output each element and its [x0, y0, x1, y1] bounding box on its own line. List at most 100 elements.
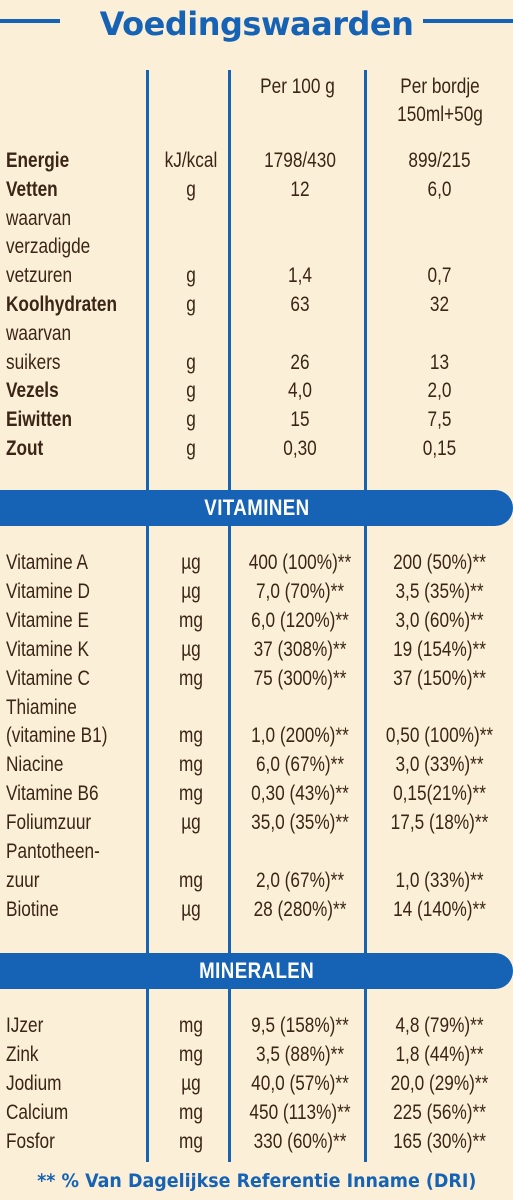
table-row: Vezels g 4,0 2,0	[0, 376, 513, 405]
row-value-per-serving: 32	[429, 293, 450, 316]
row-unit: µg	[181, 551, 201, 574]
table-row: Foliumzuur µg 35,0 (35%)** 17,5 (18%)**	[0, 808, 513, 837]
row-value-per-100g: 26	[290, 350, 310, 374]
row-value-per-100g: 450 (113%)**	[249, 1101, 351, 1124]
table-row: (vitamine B1) mg 1,0 (200%)** 0,50 (100%)**	[0, 721, 513, 750]
table-row: Energie kJ/kcal 1798/430 899/215	[0, 146, 513, 175]
row-unit: g	[186, 437, 196, 460]
row-unit: mg	[179, 608, 203, 632]
table-row: suikers g 26 13	[0, 348, 513, 377]
row-value-per-100g: 2,0 (67%)**	[255, 868, 345, 892]
row-value-per-serving: 1,8 (44%)**	[395, 1043, 484, 1066]
row-value-per-100g: 63	[290, 293, 310, 316]
row-value-per-100g: 400 (100%)**	[248, 551, 352, 574]
row-value-per-serving: 20,0 (29%)**	[390, 1072, 489, 1095]
row-value-per-serving: 3,0 (60%)**	[395, 608, 484, 632]
table-row: Vetten g 12 6,0	[0, 175, 513, 204]
table-row: Vitamine D µg 7,0 (70%)** 3,5 (35%)**	[0, 577, 513, 606]
table-row: Thiamine	[0, 693, 513, 722]
row-value-per-100g: 0,30	[283, 437, 317, 460]
row-value-per-100g: 37 (308%)**	[253, 637, 347, 661]
minerals-heading: MINERALEN	[199, 958, 314, 983]
header-per-serving-line2: 150ml+50g	[397, 103, 483, 126]
row-unit: mg	[179, 1014, 203, 1037]
row-name: IJzer	[6, 1014, 44, 1037]
row-name: Vitamine C	[6, 666, 90, 690]
row-value-per-100g: 1798/430	[264, 149, 336, 172]
row-value-per-100g: 3,5 (88%)**	[255, 1043, 345, 1066]
row-value-per-100g: 75 (300%)**	[253, 666, 347, 690]
table-row: Niacine mg 6,0 (67%)** 3,0 (33%)**	[0, 750, 513, 779]
row-value-per-100g: 1,4	[288, 264, 312, 288]
table-row: Calcium mg 450 (113%)** 225 (56%)**	[0, 1098, 513, 1127]
table-row: IJzer mg 9,5 (158%)** 4,8 (79%)**	[0, 1011, 513, 1040]
row-unit: g	[186, 408, 196, 432]
row-name: (vitamine B1)	[6, 724, 108, 748]
row-unit: g	[186, 177, 196, 201]
row-name: Pantotheen-	[6, 840, 100, 863]
row-value-per-100g: 0,30 (43%)**	[251, 782, 349, 806]
row-value-per-serving: 14 (140%)**	[393, 897, 486, 921]
row-value-per-serving: 4,8 (79%)**	[395, 1014, 484, 1037]
row-unit: µg	[181, 1072, 201, 1095]
table-row: Zout g 0,30 0,15	[0, 434, 513, 463]
table-row: Biotine µg 28 (280%)** 14 (140%)**	[0, 895, 513, 924]
row-value-per-100g: 15	[290, 408, 310, 432]
row-value-per-100g: 6,0 (120%)**	[251, 608, 349, 632]
row-value-per-100g: 12	[290, 177, 310, 201]
row-unit: µg	[181, 637, 201, 661]
table-row: zuur mg 2,0 (67%)** 1,0 (33%)**	[0, 866, 513, 895]
column-divider-3	[364, 70, 367, 1162]
row-name: zuur	[6, 868, 40, 892]
row-name: vetzuren	[6, 264, 73, 288]
table-row: Koolhydraten g 63 32	[0, 290, 513, 319]
header-per-100g: Per 100 g	[260, 75, 335, 98]
row-name: Niacine	[6, 753, 64, 777]
row-name: Zink	[6, 1043, 39, 1066]
row-value-per-100g: 9,5 (158%)**	[251, 1014, 349, 1037]
table-row: waarvan	[0, 319, 513, 348]
row-name: Calcium	[6, 1101, 69, 1124]
table-row: Fosfor mg 330 (60%)** 165 (30%)**	[0, 1127, 513, 1156]
row-name: Vezels	[6, 379, 59, 403]
row-value-per-serving: 3,0 (33%)**	[395, 753, 484, 777]
row-unit: g	[186, 293, 196, 316]
page-title: Voedingswaarden	[89, 5, 424, 43]
row-value-per-serving: 200 (50%)**	[393, 551, 486, 574]
row-name: waarvan	[6, 321, 72, 345]
row-name: Koolhydraten	[6, 293, 117, 316]
table-row: Eiwitten g 15 7,5	[0, 405, 513, 434]
footer-note: ** % Van Dagelijkse Referentie Inname (D…	[0, 1162, 513, 1200]
table-row: Pantotheen-	[0, 837, 513, 866]
row-value-per-serving: 6,0	[427, 177, 452, 201]
row-name: suikers	[6, 350, 61, 374]
row-unit: mg	[179, 782, 203, 806]
column-divider-1	[146, 70, 149, 1162]
title-bar: Voedingswaarden	[0, 0, 513, 48]
row-value-per-serving: 0,7	[427, 264, 452, 288]
row-name: waarvan	[6, 206, 72, 230]
row-unit: mg	[179, 753, 203, 777]
row-name: Energie	[6, 149, 70, 172]
row-value-per-100g: 28 (280%)**	[253, 897, 347, 921]
row-name: Vitamine B6	[6, 782, 99, 806]
row-unit: µg	[181, 811, 201, 835]
row-value-per-100g: 4,0	[288, 379, 312, 403]
row-name: Jodium	[6, 1072, 62, 1095]
table-row: Zink mg 3,5 (88%)** 1,8 (44%)**	[0, 1040, 513, 1069]
table-row: Jodium µg 40,0 (57%)** 20,0 (29%)**	[0, 1069, 513, 1098]
row-value-per-100g: 35,0 (35%)**	[251, 811, 349, 835]
table-row: Vitamine E mg 6,0 (120%)** 3,0 (60%)**	[0, 606, 513, 635]
header-per-serving-line1: Per bordje	[400, 75, 480, 98]
row-unit: mg	[179, 666, 203, 690]
row-value-per-serving: 1,0 (33%)**	[395, 868, 484, 892]
row-value-per-100g: 40,0 (57%)**	[251, 1072, 349, 1095]
title-right-rule	[420, 19, 513, 23]
row-name: Thiamine	[6, 695, 77, 719]
vitamins-band: VITAMINEN	[0, 490, 513, 526]
row-value-per-serving: 19 (154%)**	[393, 637, 486, 661]
row-unit: g	[186, 350, 196, 374]
row-name: Vitamine K	[6, 637, 89, 661]
row-name: Eiwitten	[6, 408, 73, 432]
row-unit: g	[186, 264, 196, 288]
